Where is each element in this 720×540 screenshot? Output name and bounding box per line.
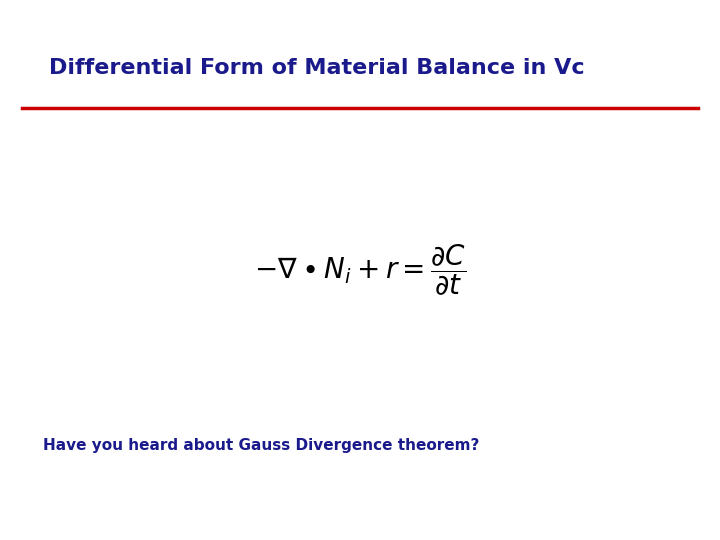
Text: Differential Form of Material Balance in Vc: Differential Form of Material Balance in…	[49, 57, 585, 78]
Text: Have you heard about Gauss Divergence theorem?: Have you heard about Gauss Divergence th…	[43, 438, 480, 453]
Text: $-\nabla \bullet N_i + r = \dfrac{\partial C}{\partial t}$: $-\nabla \bullet N_i + r = \dfrac{\parti…	[254, 242, 466, 298]
